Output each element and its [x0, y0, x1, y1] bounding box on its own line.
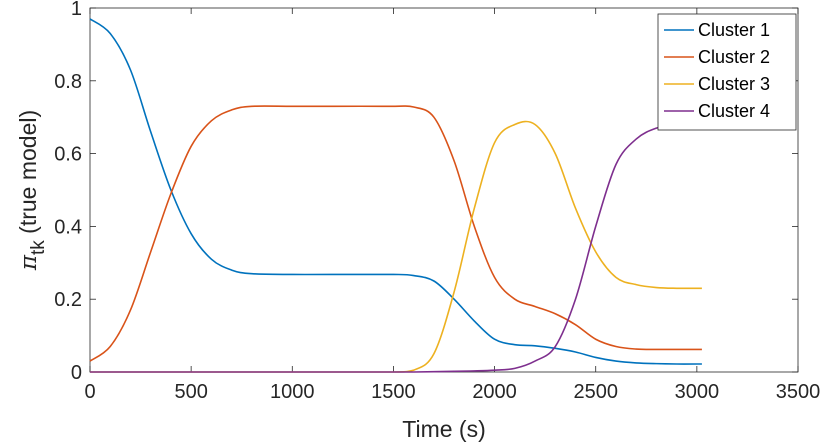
legend: Cluster 1 Cluster 2 Cluster 3 Cluster 4 — [657, 13, 797, 131]
legend-label: Cluster 4 — [698, 101, 770, 121]
legend-label: Cluster 2 — [698, 47, 770, 67]
y-tick-label: 0.2 — [54, 289, 82, 311]
y-label-rest: (true model) — [15, 110, 41, 240]
y-tick-label: 0.6 — [54, 144, 82, 166]
y-axis-label: πtk (true model) — [15, 110, 49, 271]
legend-label: Cluster 1 — [698, 20, 770, 40]
series-line-cluster-4 — [90, 121, 702, 373]
svg-text:πtk (true model): πtk (true model) — [15, 110, 49, 271]
y-axis: 0 0.2 0.4 0.6 0.8 1 — [54, 0, 798, 384]
y-tick-label: 0 — [71, 362, 82, 384]
y-tick-label: 0.8 — [54, 71, 82, 93]
x-tick-label: 2000 — [472, 381, 517, 403]
series-lines — [89, 18, 702, 373]
series-line-cluster-1 — [89, 18, 702, 365]
y-tick-label: 0.4 — [54, 216, 82, 238]
x-tick-label: 1500 — [371, 381, 416, 403]
x-tick-label: 2500 — [573, 381, 618, 403]
y-label-symbol: π — [16, 254, 42, 271]
x-tick-label: 1000 — [270, 381, 315, 403]
x-tick-label: 3500 — [776, 381, 821, 403]
x-tick-label: 3000 — [675, 381, 720, 403]
legend-label: Cluster 3 — [698, 74, 770, 94]
x-tick-label: 500 — [174, 381, 207, 403]
series-line-cluster-2 — [89, 105, 702, 362]
x-axis-label: Time (s) — [402, 416, 485, 442]
y-tick-label: 1 — [71, 0, 82, 20]
y-label-subscript: tk — [28, 240, 49, 255]
x-tick-label: 0 — [84, 381, 95, 403]
x-axis: 0 500 1000 1500 2000 2500 3000 3500 — [84, 8, 820, 403]
